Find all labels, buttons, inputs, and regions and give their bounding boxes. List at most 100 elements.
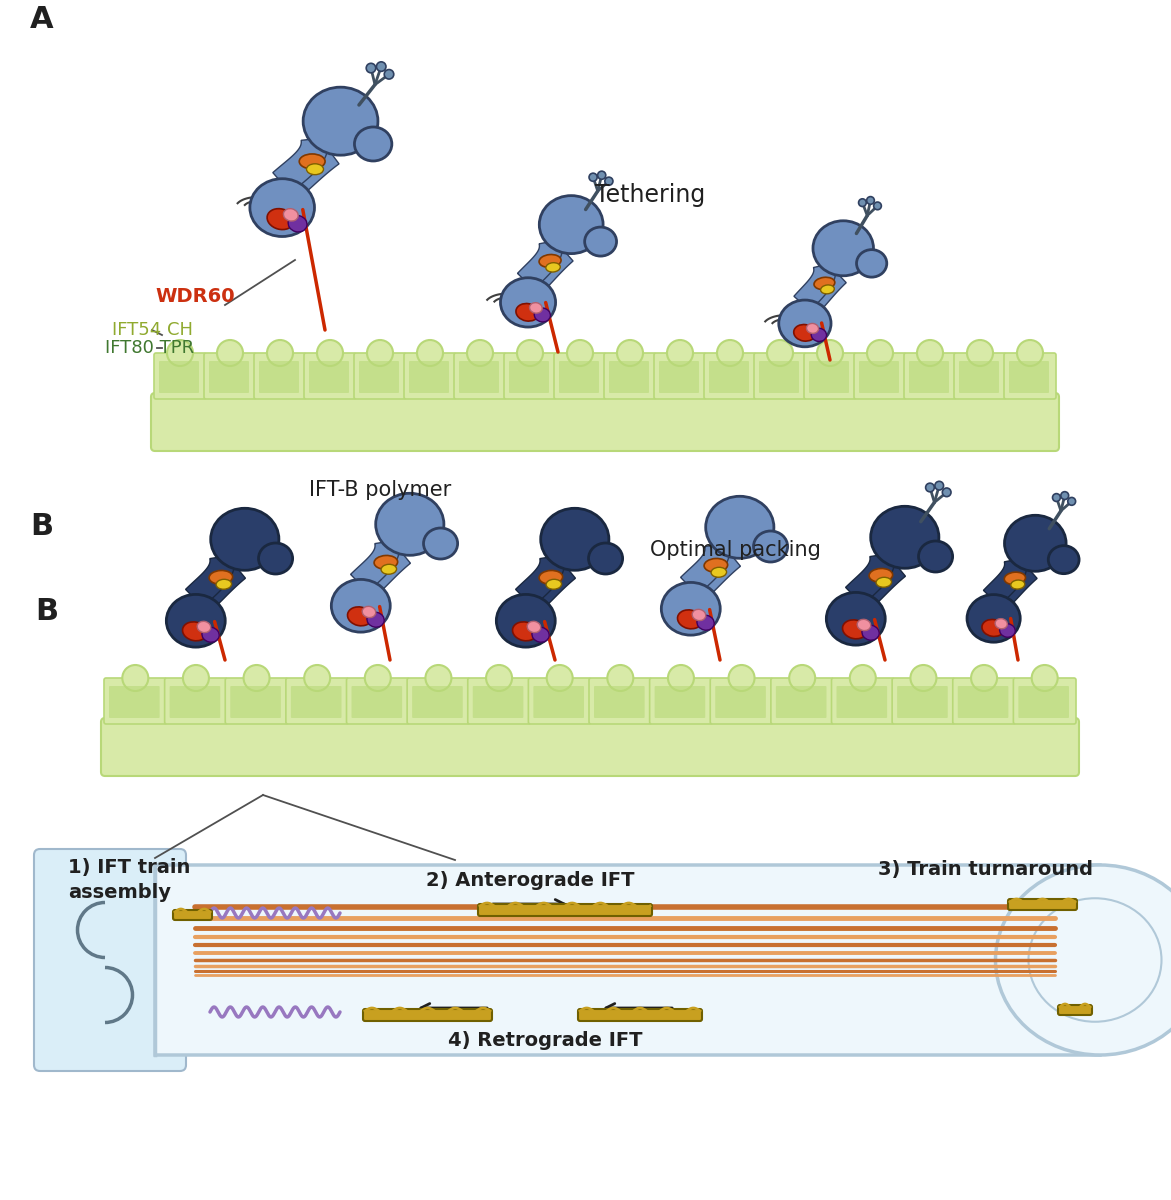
FancyBboxPatch shape [412, 686, 463, 718]
Ellipse shape [856, 250, 886, 277]
Circle shape [874, 202, 882, 210]
FancyBboxPatch shape [204, 353, 256, 398]
Circle shape [717, 340, 744, 366]
Polygon shape [350, 540, 399, 592]
FancyBboxPatch shape [409, 361, 448, 392]
FancyBboxPatch shape [609, 361, 649, 392]
Ellipse shape [500, 277, 555, 328]
Ellipse shape [424, 528, 458, 559]
FancyBboxPatch shape [504, 353, 556, 398]
Polygon shape [794, 263, 836, 311]
Ellipse shape [982, 619, 1005, 636]
FancyBboxPatch shape [363, 1009, 492, 1021]
Circle shape [605, 178, 612, 185]
FancyBboxPatch shape [408, 678, 470, 724]
Circle shape [367, 340, 393, 366]
FancyBboxPatch shape [959, 361, 999, 392]
Polygon shape [680, 542, 730, 595]
FancyBboxPatch shape [904, 353, 956, 398]
Circle shape [304, 665, 330, 691]
Circle shape [384, 70, 393, 79]
Circle shape [1061, 492, 1069, 499]
FancyBboxPatch shape [359, 361, 399, 392]
Ellipse shape [706, 497, 774, 558]
Circle shape [367, 64, 376, 73]
Ellipse shape [995, 619, 1007, 629]
FancyBboxPatch shape [754, 353, 806, 398]
Circle shape [608, 665, 634, 691]
Ellipse shape [331, 580, 390, 632]
Ellipse shape [779, 300, 831, 347]
FancyBboxPatch shape [151, 392, 1059, 451]
Circle shape [728, 665, 754, 691]
Circle shape [376, 62, 386, 71]
Ellipse shape [995, 865, 1171, 1055]
FancyBboxPatch shape [958, 686, 1008, 718]
FancyBboxPatch shape [604, 353, 656, 398]
Circle shape [486, 665, 512, 691]
Circle shape [925, 484, 934, 492]
Ellipse shape [513, 622, 537, 641]
Ellipse shape [1005, 572, 1026, 584]
Ellipse shape [704, 558, 727, 572]
Polygon shape [527, 245, 573, 293]
FancyBboxPatch shape [809, 361, 849, 392]
Text: 2) Anterograde IFT: 2) Anterograde IFT [426, 870, 635, 889]
FancyBboxPatch shape [473, 686, 523, 718]
Ellipse shape [753, 532, 788, 562]
Polygon shape [691, 548, 740, 600]
FancyBboxPatch shape [1004, 353, 1056, 398]
Ellipse shape [869, 569, 892, 582]
Circle shape [910, 665, 937, 691]
FancyBboxPatch shape [309, 361, 349, 392]
Ellipse shape [197, 622, 211, 632]
FancyBboxPatch shape [225, 678, 288, 724]
Text: B: B [30, 512, 53, 541]
FancyBboxPatch shape [231, 686, 281, 718]
Ellipse shape [807, 324, 819, 334]
Circle shape [183, 665, 208, 691]
Circle shape [1068, 498, 1076, 505]
Circle shape [617, 340, 643, 366]
Ellipse shape [367, 612, 384, 628]
Circle shape [567, 340, 593, 366]
FancyBboxPatch shape [954, 353, 1006, 398]
Circle shape [667, 665, 694, 691]
Ellipse shape [876, 577, 891, 587]
FancyBboxPatch shape [467, 678, 530, 724]
Circle shape [244, 665, 269, 691]
Text: Optimal packing: Optimal packing [650, 540, 821, 560]
FancyBboxPatch shape [1019, 686, 1069, 718]
Ellipse shape [497, 594, 555, 647]
FancyBboxPatch shape [34, 850, 186, 1070]
Polygon shape [361, 546, 411, 596]
Text: WDR60: WDR60 [155, 288, 234, 306]
Circle shape [589, 173, 597, 181]
Circle shape [1032, 665, 1057, 691]
Ellipse shape [540, 196, 603, 253]
Circle shape [217, 340, 244, 366]
FancyBboxPatch shape [404, 353, 456, 398]
Ellipse shape [348, 607, 372, 625]
FancyBboxPatch shape [1008, 899, 1077, 910]
Ellipse shape [812, 329, 827, 342]
Ellipse shape [546, 580, 562, 589]
Polygon shape [196, 560, 246, 612]
FancyBboxPatch shape [708, 361, 749, 392]
Circle shape [917, 340, 943, 366]
Polygon shape [515, 554, 564, 607]
Ellipse shape [821, 284, 834, 294]
FancyBboxPatch shape [836, 686, 888, 718]
Ellipse shape [813, 221, 874, 276]
Circle shape [167, 340, 193, 366]
Circle shape [518, 340, 543, 366]
Ellipse shape [541, 509, 609, 570]
Ellipse shape [283, 209, 299, 221]
Ellipse shape [692, 610, 706, 620]
Ellipse shape [871, 506, 939, 569]
FancyBboxPatch shape [909, 361, 949, 392]
FancyBboxPatch shape [459, 361, 499, 392]
Ellipse shape [678, 610, 703, 629]
FancyBboxPatch shape [170, 686, 220, 718]
Ellipse shape [814, 277, 835, 289]
